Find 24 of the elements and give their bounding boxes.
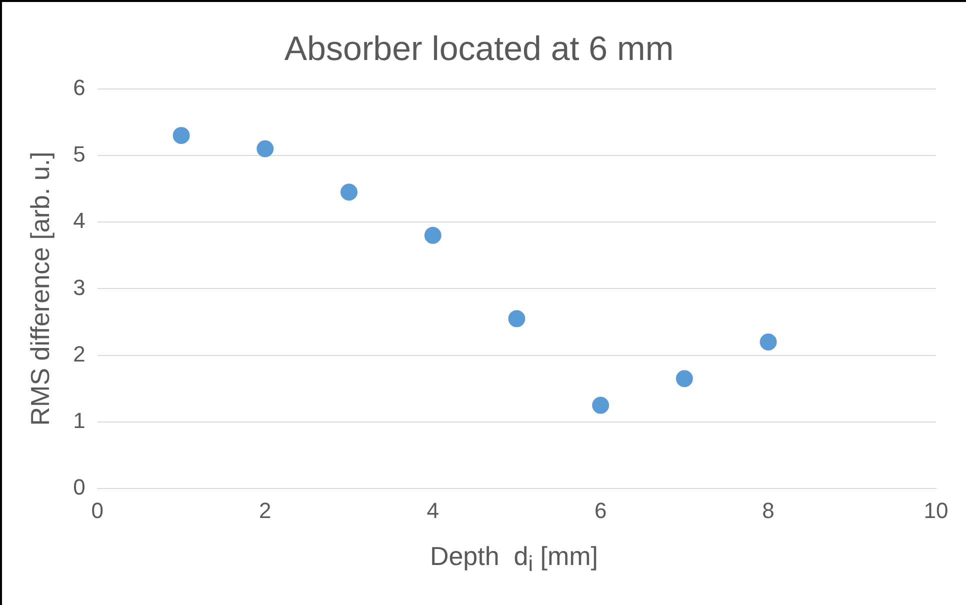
y-tick-label: 2 <box>73 341 86 366</box>
point <box>424 226 442 244</box>
chart-title: Absorber located at 6 mm <box>284 30 674 68</box>
y-tick-label: 1 <box>73 408 86 434</box>
y-axis-title: RMS difference [arb. u.] <box>24 152 55 426</box>
y-tick-label: 6 <box>73 74 86 100</box>
point <box>760 334 777 351</box>
point <box>172 126 190 144</box>
y-tick-label: 3 <box>73 274 86 300</box>
x-axis-title: Depth d$_{i}$ [mm] <box>428 540 600 577</box>
x-tick-label: 6 <box>594 498 607 523</box>
x-tick-label: 2 <box>259 498 272 523</box>
x-tick-label: 0 <box>91 498 104 523</box>
y-tick-label: 5 <box>73 141 86 166</box>
x-tick-label: 10 <box>924 498 948 523</box>
point <box>592 396 610 414</box>
x-tick-label: 4 <box>426 498 439 523</box>
point <box>676 370 693 388</box>
point <box>340 184 358 201</box>
point <box>256 140 274 158</box>
y-tick-label: 0 <box>73 474 86 500</box>
y-tick-label: 4 <box>73 208 86 234</box>
point <box>508 310 526 328</box>
x-tick-label: 8 <box>762 498 774 523</box>
